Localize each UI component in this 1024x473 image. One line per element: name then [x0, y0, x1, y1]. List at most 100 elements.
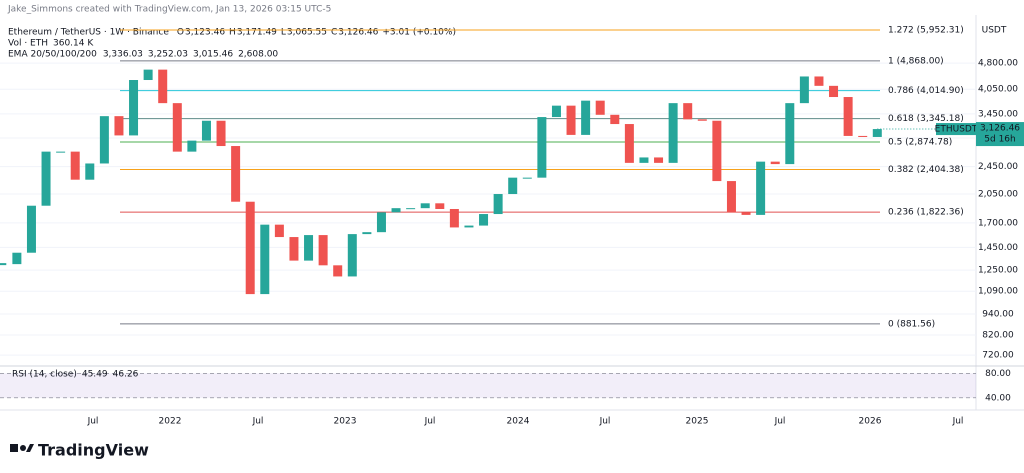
rsi-tick-label: 80.00: [985, 369, 1011, 379]
candle: [187, 141, 196, 152]
candle: [173, 103, 182, 151]
candle: [829, 86, 838, 97]
candle: [742, 212, 751, 215]
candle: [552, 106, 561, 117]
fib-label: 0.236 (1,822.36): [888, 208, 964, 218]
legend-text: C: [331, 28, 337, 38]
candle: [71, 152, 80, 180]
candle: [639, 157, 648, 162]
candle: [435, 203, 444, 209]
attribution: Jake_Simmons created with TradingView.co…: [7, 5, 331, 15]
candle: [814, 76, 823, 85]
candle: [508, 178, 517, 194]
candle: [625, 124, 634, 163]
candle: [377, 212, 386, 232]
candle: [231, 146, 240, 202]
x-tick-label: 2022: [159, 417, 182, 427]
candle: [421, 203, 430, 208]
y-tick-label: 720.00: [982, 351, 1014, 361]
candle: [246, 202, 255, 294]
candle: [362, 232, 371, 234]
candle: [610, 115, 619, 124]
y-tick-label: 4,050.00: [978, 85, 1018, 95]
legend-text: 360.14 K: [53, 39, 94, 49]
candle: [450, 209, 459, 227]
candle: [873, 129, 882, 137]
candle: [406, 208, 415, 209]
candle: [785, 103, 794, 164]
candle: [202, 121, 211, 141]
candle: [56, 152, 65, 153]
x-tick-label: 2023: [334, 417, 357, 427]
legend-text: 2,608.00: [238, 50, 278, 60]
legend-text: 3,065.55: [287, 28, 327, 38]
rsi-legend: 46.26: [113, 370, 139, 380]
price-tag-countdown: 5d 16h: [984, 135, 1015, 145]
y-tick-label: 1,250.00: [978, 266, 1018, 276]
x-tick-label: Jul: [774, 417, 786, 427]
y-tick-label: 2,050.00: [978, 190, 1018, 200]
rsi-legend: 45.49: [82, 370, 108, 380]
legend-text: EMA 20/50/100/200: [8, 50, 97, 60]
candle: [669, 103, 678, 163]
candle: [275, 225, 284, 237]
legend-text: O: [177, 28, 184, 38]
candle: [844, 97, 853, 136]
candle: [523, 178, 532, 179]
candle: [289, 237, 298, 261]
fib-label: 0.618 (3,345.18): [888, 114, 964, 124]
legend-text: Ethereum / TetherUS · 1W · Binance: [8, 28, 169, 38]
logo-part: [20, 445, 26, 451]
x-tick-label: Jul: [424, 417, 436, 427]
logo-part: [10, 444, 18, 452]
y-tick-label: 4,800.00: [978, 59, 1018, 69]
x-tick-label: 2025: [686, 417, 709, 427]
symbol-tag-text: ETHUSDT: [935, 125, 978, 135]
candle: [114, 116, 123, 135]
legend-text: 3,126.46: [338, 28, 378, 38]
candle: [348, 234, 357, 276]
x-tick-label: Jul: [952, 417, 964, 427]
candle: [100, 116, 109, 163]
rsi-tick-label: 40.00: [985, 393, 1011, 403]
legend-text: 3,171.49: [237, 28, 277, 38]
candle: [494, 194, 503, 214]
legend-text: 3,336.03: [103, 50, 143, 60]
y-tick-label: 820.00: [982, 331, 1014, 341]
candle: [260, 225, 269, 294]
x-tick-label: 2024: [507, 417, 530, 427]
candle: [42, 152, 51, 206]
fib-label: 1.272 (5,952.31): [888, 25, 964, 35]
candle: [771, 162, 780, 164]
candle: [333, 265, 342, 276]
y-tick-label: 940.00: [982, 310, 1014, 320]
candle: [304, 235, 313, 261]
legend-text: 3,015.46: [193, 50, 233, 60]
candle: [683, 103, 692, 119]
brand-name: TradingView: [38, 441, 149, 460]
legend-text: 3,123.46: [185, 28, 225, 38]
fib-label: 1 (4,868.00): [888, 56, 944, 66]
candle: [698, 119, 707, 120]
x-tick-label: Jul: [252, 417, 264, 427]
rsi-legend: RSI (14, close): [12, 370, 77, 380]
y-tick-label: 1,090.00: [978, 287, 1018, 297]
rsi-band: [0, 373, 976, 397]
candle: [319, 235, 328, 265]
candle: [85, 163, 94, 179]
candle: [158, 70, 167, 104]
candle: [654, 157, 663, 162]
candle: [567, 106, 576, 135]
x-tick-label: 2026: [859, 417, 882, 427]
candle: [27, 206, 36, 253]
legend-text: +3.01 (+0.10%): [382, 28, 456, 38]
currency: USDT: [982, 26, 1007, 36]
fib-label: 0.5 (2,874.78): [888, 137, 952, 147]
candle: [537, 117, 546, 178]
x-tick-label: Jul: [87, 417, 99, 427]
y-tick-label: 1,450.00: [978, 243, 1018, 253]
candle: [464, 226, 473, 228]
candle: [12, 253, 21, 264]
